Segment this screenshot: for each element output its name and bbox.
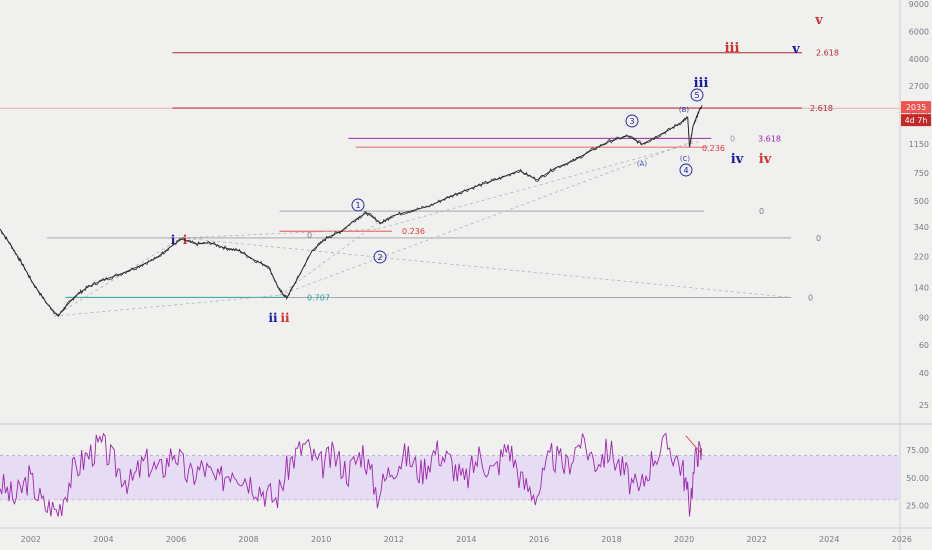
time-badge-text: 4d 7h (905, 116, 928, 125)
wave-label: i (171, 233, 176, 247)
fib-levels: 2.618 2.618 3.618 0 0.236 0 0.236 0 0 0 0.707 (0, 49, 900, 302)
rsi-band (0, 455, 900, 500)
circled-wave-label: 2 (377, 253, 382, 262)
fib-label: 0 (307, 231, 312, 240)
price-detail-line (0, 106, 703, 318)
x-tick-label: 2006 (166, 535, 186, 544)
rsi-line (0, 432, 702, 517)
fib-label: 2.618 (810, 104, 833, 113)
trend-line (377, 140, 701, 230)
time-axis[interactable]: 2002 2004 2006 2008 2010 2012 2014 2016 2018 2020… (21, 535, 912, 544)
corrective-wave-label: (B) (679, 106, 690, 114)
x-tick-label: 2020 (674, 535, 694, 544)
price-badge (901, 101, 931, 114)
circled-wave-marker (373, 250, 387, 264)
wave-label: iii (694, 76, 709, 91)
wave-label: ii (280, 311, 290, 325)
trend-line (54, 237, 182, 317)
fib-label: 0 (759, 207, 764, 216)
circled-wave-label: 1 (355, 201, 360, 210)
x-tick-label: 2010 (311, 535, 331, 544)
y-tick-label: 340 (914, 223, 929, 232)
y-tick-label: 750 (914, 169, 929, 178)
rsi-divergence-line (685, 435, 703, 455)
fib-label: 3.618 (758, 134, 781, 143)
circled-wave-label: 5 (694, 91, 699, 100)
price-line (0, 104, 703, 317)
price-badge-text: 2035 (906, 103, 926, 112)
x-tick-label: 2012 (384, 535, 404, 544)
trend-line (181, 228, 378, 239)
y-tick-label: 9000 (909, 0, 929, 9)
fib-label: 0 (730, 134, 735, 143)
y-tick-label: 60 (919, 341, 929, 350)
fib-label: 0 (816, 234, 821, 243)
fib-label: 0.236 (402, 227, 425, 236)
fib-label: 0.236 (702, 144, 725, 153)
y-tick-label: 6000 (909, 28, 929, 37)
circled-wave-label: 3 (629, 117, 634, 126)
time-badge (901, 114, 931, 127)
x-tick-label: 2016 (529, 535, 549, 544)
y-tick-label: 25 (919, 401, 929, 410)
x-tick-label: 2014 (456, 535, 476, 544)
rsi-tick-label: 25.00 (906, 501, 929, 510)
fib-label: 0.707 (307, 293, 330, 302)
wave-label: iii (725, 41, 740, 56)
wave-label: ii (268, 311, 278, 325)
y-tick-label: 90 (919, 314, 929, 323)
x-tick-label: 2026 (892, 535, 912, 544)
rsi-tick-label: 50.00 (906, 474, 929, 483)
wave-label: v (814, 13, 823, 28)
x-tick-label: 2024 (819, 535, 839, 544)
x-tick-label: 2002 (21, 535, 41, 544)
y-tick-label: 500 (914, 197, 929, 206)
x-tick-label: 2008 (238, 535, 258, 544)
y-tick-label: 40 (919, 369, 929, 378)
circled-wave-marker (625, 114, 639, 128)
wave-label: i (183, 233, 188, 247)
y-tick-label: 4000 (909, 55, 929, 64)
y-tick-label: 1150 (909, 140, 929, 149)
fib-label: 0 (808, 293, 813, 302)
wave-label: iv (759, 152, 772, 167)
circled-wave-marker (679, 163, 693, 177)
y-tick-label: 220 (914, 253, 929, 262)
trend-line (279, 140, 694, 296)
x-tick-label: 2018 (601, 535, 621, 544)
fib-label: 2.618 (816, 49, 839, 58)
rsi-tick-label: 75.00 (906, 446, 929, 455)
x-tick-label: 2022 (746, 535, 766, 544)
rsi-pane (0, 432, 900, 517)
corrective-wave-label: (C) (680, 155, 691, 163)
wave-label: iv (731, 152, 744, 167)
price-axis[interactable]: 2540609014022034050075011501750270040006… (906, 0, 929, 510)
circled-wave-marker (351, 198, 365, 212)
price-badges: 2035 4d 7h (901, 101, 931, 127)
y-tick-label: 2700 (909, 82, 929, 91)
trend-line (181, 237, 792, 298)
wave-label: v (791, 42, 800, 57)
circled-wave-marker (690, 88, 704, 102)
corrective-wave-label: (A) (637, 160, 648, 168)
circled-wave-label: 4 (683, 166, 688, 175)
x-tick-label: 2004 (93, 535, 113, 544)
y-tick-label: 140 (914, 283, 929, 292)
trend-line (54, 294, 280, 317)
